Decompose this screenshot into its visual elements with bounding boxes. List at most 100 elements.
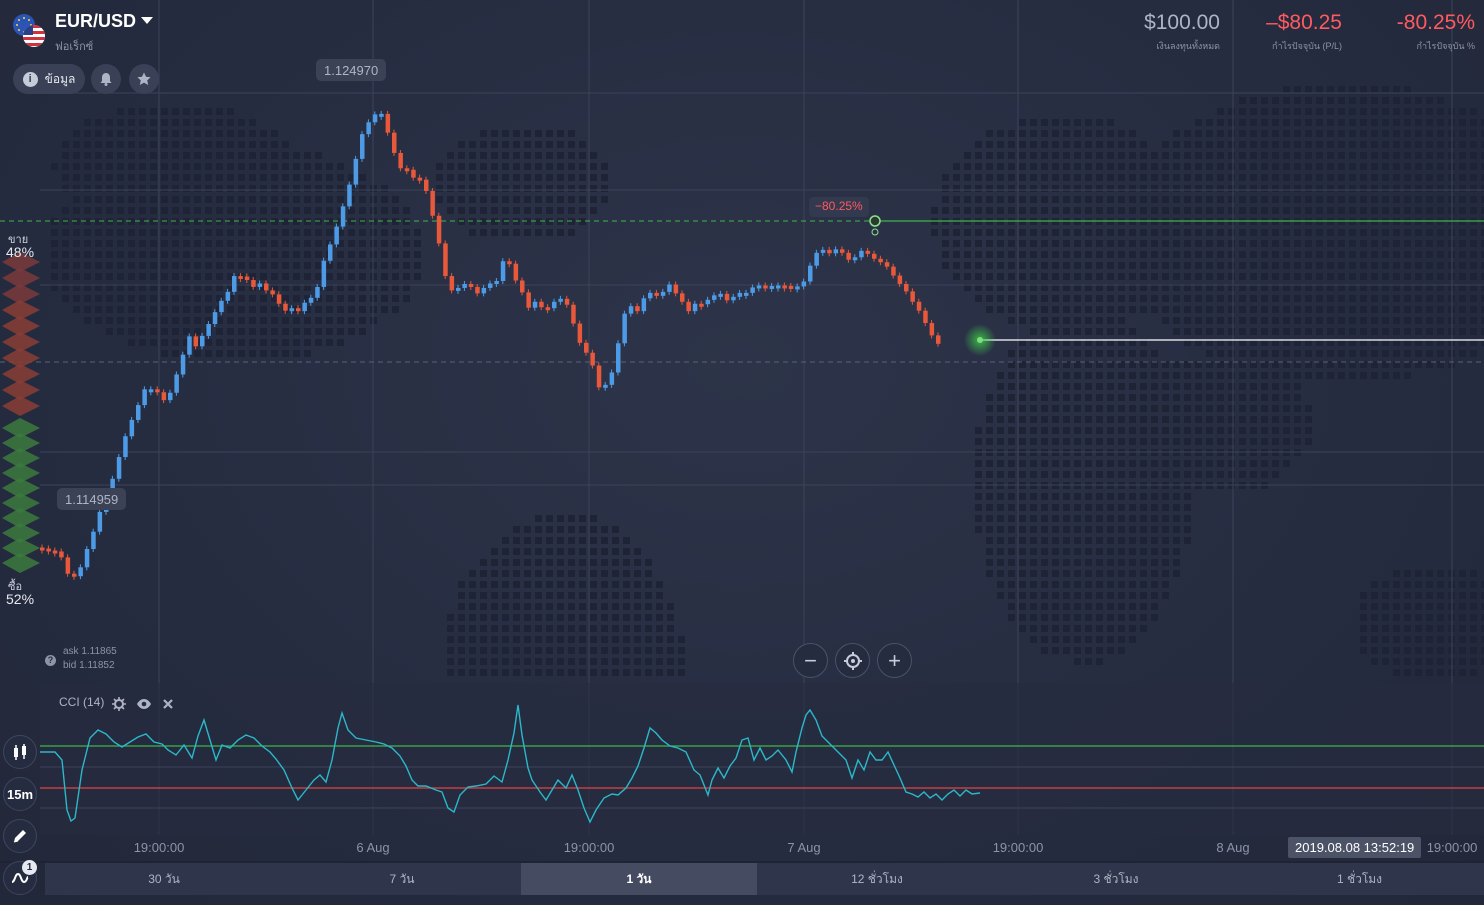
sell-sentiment-chevron: [2, 252, 40, 272]
low-price-tag: 1.114959: [57, 488, 127, 510]
info-button-label: ข้อมูล: [44, 71, 76, 86]
candle-body: [827, 249, 832, 254]
chart-type-button[interactable]: [3, 735, 37, 769]
timeframe-tab-1h[interactable]: 1 ชั่วโมง: [1235, 863, 1484, 895]
candle-body: [289, 308, 295, 312]
info-button[interactable]: i ข้อมูล: [13, 64, 85, 94]
sell-label: ขาย: [8, 234, 29, 246]
candle-body: [910, 291, 915, 302]
candle-body: [264, 283, 269, 291]
help-icon[interactable]: ?: [45, 655, 56, 666]
entry-marker-dot: [871, 228, 879, 236]
timeframe-tab-3h[interactable]: 3 ชั่วโมง: [997, 863, 1235, 895]
world-map-background: [51, 86, 1484, 676]
candle-body: [897, 275, 903, 284]
favorite-button[interactable]: [129, 64, 159, 94]
timeframe-tab-7d[interactable]: 7 วัน: [283, 863, 521, 895]
candle-body: [116, 457, 122, 479]
candle-body: [123, 436, 128, 458]
buy-label: ซื้อ: [8, 581, 23, 593]
candle-body: [756, 285, 762, 289]
eurusd-flag-icon[interactable]: [12, 13, 46, 47]
candle-body: [449, 276, 455, 291]
sell-sentiment-chevron: [2, 396, 40, 416]
candle-body: [40, 547, 45, 551]
drawing-tools-button[interactable]: [3, 819, 37, 853]
buy-sentiment-chevron: [2, 478, 40, 498]
candle-body: [59, 551, 64, 558]
alert-button[interactable]: [91, 64, 121, 94]
candle-body: [667, 284, 672, 292]
indicator-wave-icon: [11, 872, 29, 884]
candle-body: [872, 253, 877, 259]
bell-icon: [100, 73, 112, 86]
candle-body: [443, 243, 448, 277]
candle-body: [353, 158, 359, 185]
timeframe-tab-1d[interactable]: 1 วัน: [521, 863, 757, 895]
asset-pair-label: EUR/USD: [55, 11, 137, 31]
candle-body: [744, 292, 749, 296]
current-pl-label: กำไรปัจจุบัน (P/L): [1272, 41, 1342, 51]
candle-body: [795, 286, 800, 290]
total-investment-stat: $100.00 เงินลงทุนทั้งหมด: [1144, 11, 1220, 53]
cci-remove-button[interactable]: [162, 697, 174, 716]
candle-body: [763, 285, 768, 289]
candle-body: [270, 290, 275, 295]
asset-category: ฟอเร็กซ์: [55, 41, 94, 53]
recenter-button[interactable]: [835, 643, 870, 678]
candle-body: [347, 184, 352, 207]
x-axis-label: 8 Aug: [1216, 840, 1250, 855]
sell-sentiment-chevron: [2, 268, 40, 288]
position-pl-tag: −80.25%: [809, 197, 869, 217]
x-axis-label: 6 Aug: [356, 840, 390, 855]
star-icon: [137, 72, 151, 85]
candle-body: [494, 281, 499, 285]
sell-sentiment-chevron: [2, 364, 40, 384]
candle-body: [462, 283, 467, 288]
candle-body: [212, 312, 218, 325]
candle-body: [673, 284, 679, 294]
cci-indicator-label: CCI (14): [59, 695, 105, 709]
x-axis-label: 7 Aug: [787, 840, 821, 855]
candle-body: [577, 323, 583, 343]
cci-settings-button[interactable]: [112, 697, 126, 716]
crosshair-icon: [843, 651, 862, 670]
pencil-icon: [13, 830, 26, 843]
candle-body: [187, 336, 192, 355]
candle-body: [488, 283, 493, 288]
candle-body: [532, 301, 538, 308]
candle-body: [97, 511, 103, 532]
candle-body: [219, 300, 224, 313]
asset-pair-selector[interactable]: EUR/USD: [55, 11, 154, 32]
x-axis-label: 19:00:00: [1426, 840, 1478, 855]
cci-line: [40, 704, 981, 824]
candlestick-icon: [14, 744, 26, 760]
candle-body: [244, 276, 250, 281]
candle-body: [238, 276, 243, 280]
candle-body: [724, 293, 730, 301]
candle-body: [225, 291, 231, 301]
timeframe-tab-12h[interactable]: 12 ชั่วโมง: [757, 863, 997, 895]
cci-visibility-button[interactable]: [136, 697, 152, 716]
timeframe-button[interactable]: 15m: [3, 777, 37, 811]
candle-body: [840, 249, 845, 253]
buy-sentiment-chevron: [2, 493, 40, 513]
candle-body: [468, 283, 474, 287]
cci-panel-background: [40, 683, 1484, 835]
candle-body: [692, 303, 698, 312]
candle-body: [436, 215, 442, 244]
candle-body: [360, 134, 365, 159]
candle-body: [788, 285, 794, 289]
candle-body: [328, 244, 333, 261]
minus-icon: −: [804, 647, 817, 673]
timeframe-tab-30d[interactable]: 30 วัน: [45, 863, 283, 895]
candle-body: [936, 335, 941, 344]
candle-body: [174, 374, 179, 393]
candle-body: [820, 249, 826, 253]
candle-body: [865, 250, 871, 254]
zoom-in-button[interactable]: +: [877, 643, 912, 678]
candle-body: [584, 342, 589, 353]
sell-sentiment-chevron: [2, 300, 40, 320]
zoom-out-button[interactable]: −: [793, 643, 828, 678]
